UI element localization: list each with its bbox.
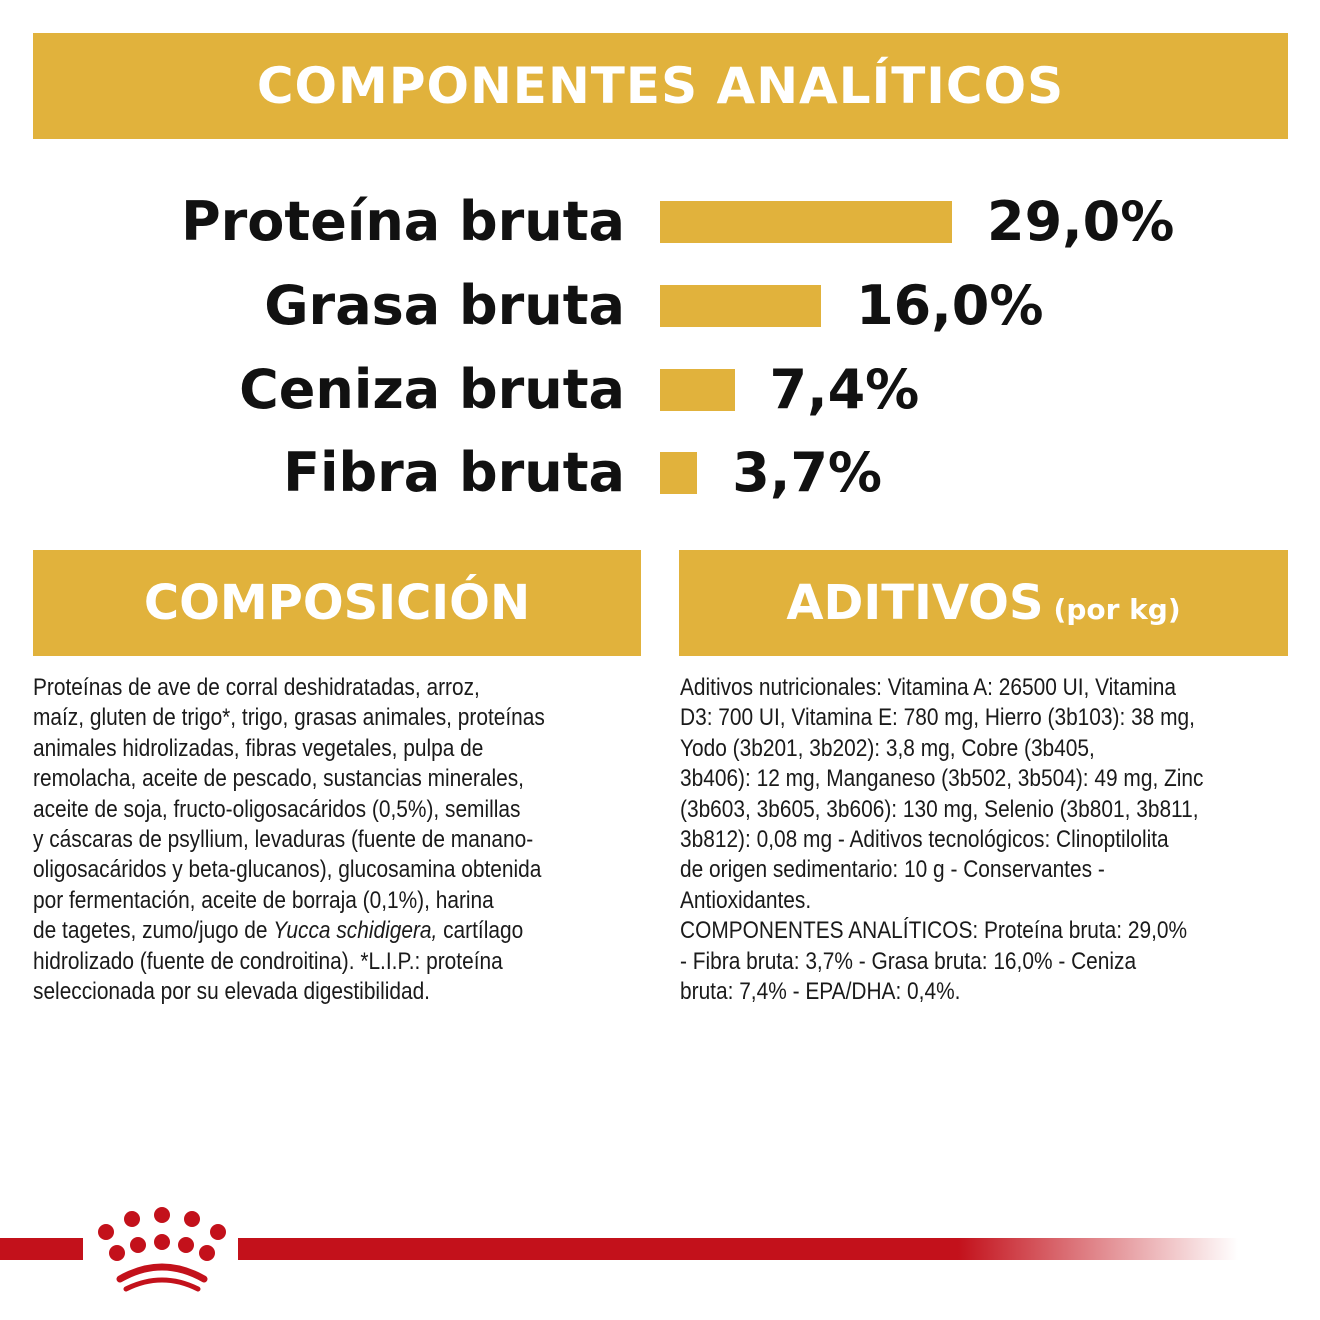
analytical-components-header: COMPONENTES ANALÍTICOS — [33, 33, 1288, 139]
text-line: Aditivos nutricionales: Vitamina A: 2650… — [680, 674, 1176, 701]
text-line: de origen sedimentario: 10 g - Conservan… — [680, 856, 1105, 884]
bar-label: Ceniza bruta — [239, 358, 625, 421]
bar — [660, 285, 822, 327]
bar — [660, 452, 698, 494]
text-line: maíz, gluten de trigo*, trigo, grasas an… — [33, 704, 545, 732]
additives-text: Aditivos nutricionales: Vitamina A: 2650… — [680, 673, 1282, 1007]
chart-row: Fibra bruta 3,7% — [0, 443, 1320, 503]
bar — [660, 369, 735, 411]
text-line: oligosacáridos y beta-glucanos), glucosa… — [33, 856, 542, 884]
brand-line-left — [0, 1238, 83, 1260]
bar — [660, 201, 953, 243]
text-line: por fermentación, aceite de borraja (0,1… — [33, 886, 494, 914]
species-name: Yucca schidigera, — [273, 917, 438, 945]
bar-label: Fibra bruta — [283, 441, 625, 504]
text-line: de tagetes, zumo/jugo de Yucca schidiger… — [33, 916, 545, 946]
text-line: 3b812): 0,08 mg - Aditivos tecnológicos:… — [680, 826, 1169, 854]
header-title: COMPONENTES ANALÍTICOS — [256, 57, 1065, 115]
text-line: D3: 700 UI, Vitamina E: 780 mg, Hierro (… — [680, 704, 1195, 732]
text-line: - Fibra bruta: 3,7% - Grasa bruta: 16,0%… — [680, 947, 1137, 975]
additives-subtitle: (por kg) — [1053, 592, 1181, 626]
additives-title: ADITIVOS — [786, 575, 1044, 631]
text-line: Proteínas de ave de corral deshidratadas… — [33, 674, 480, 701]
text-line: seleccionada por su elevada digestibilid… — [33, 978, 430, 1006]
bar-value-label: 29,0% — [987, 190, 1175, 253]
text-line: aceite de soja, fructo-oligosacáridos (0… — [33, 795, 521, 823]
composition-text: Proteínas de ave de corral deshidratadas… — [33, 673, 621, 1007]
brand-line-right — [238, 1238, 1238, 1260]
text-line: Antioxidantes. — [680, 886, 812, 914]
text-line: animales hidrolizadas, fibras vegetales,… — [33, 734, 484, 762]
text-line: hidrolizado (fuente de condroitina). *L.… — [33, 947, 503, 975]
chart-row: Grasa bruta 16,0% — [0, 276, 1320, 336]
composition-title: COMPOSICIÓN — [143, 575, 531, 631]
bar-value-label: 3,7% — [732, 441, 883, 504]
text-segment: de tagetes, zumo/jugo de — [33, 917, 274, 945]
chart-row: Ceniza bruta 7,4% — [0, 360, 1320, 420]
text-line: COMPONENTES ANALÍTICOS: Proteína bruta: … — [680, 917, 1188, 945]
text-segment: cartílago — [437, 917, 524, 945]
bar-value-label: 16,0% — [856, 274, 1044, 337]
text-line: Yodo (3b201, 3b202): 3,8 mg, Cobre (3b40… — [680, 734, 1095, 762]
bar-label: Grasa bruta — [264, 274, 625, 337]
composition-header: COMPOSICIÓN — [33, 550, 641, 656]
text-line: bruta: 7,4% - EPA/DHA: 0,4%. — [680, 978, 961, 1006]
bar-value-label: 7,4% — [769, 358, 920, 421]
text-line: 3b406): 12 mg, Manganeso (3b502, 3b504):… — [680, 765, 1204, 793]
crown-logo-icon — [98, 1207, 226, 1292]
additives-header: ADITIVOS (por kg) — [679, 550, 1288, 656]
text-line: remolacha, aceite de pescado, sustancias… — [33, 765, 524, 793]
text-line: y cáscaras de psyllium, levaduras (fuent… — [33, 826, 534, 854]
bar-label: Proteína bruta — [181, 190, 625, 253]
text-line: (3b603, 3b605, 3b606): 130 mg, Selenio (… — [680, 795, 1199, 823]
chart-row: Proteína bruta 29,0% — [0, 192, 1320, 252]
